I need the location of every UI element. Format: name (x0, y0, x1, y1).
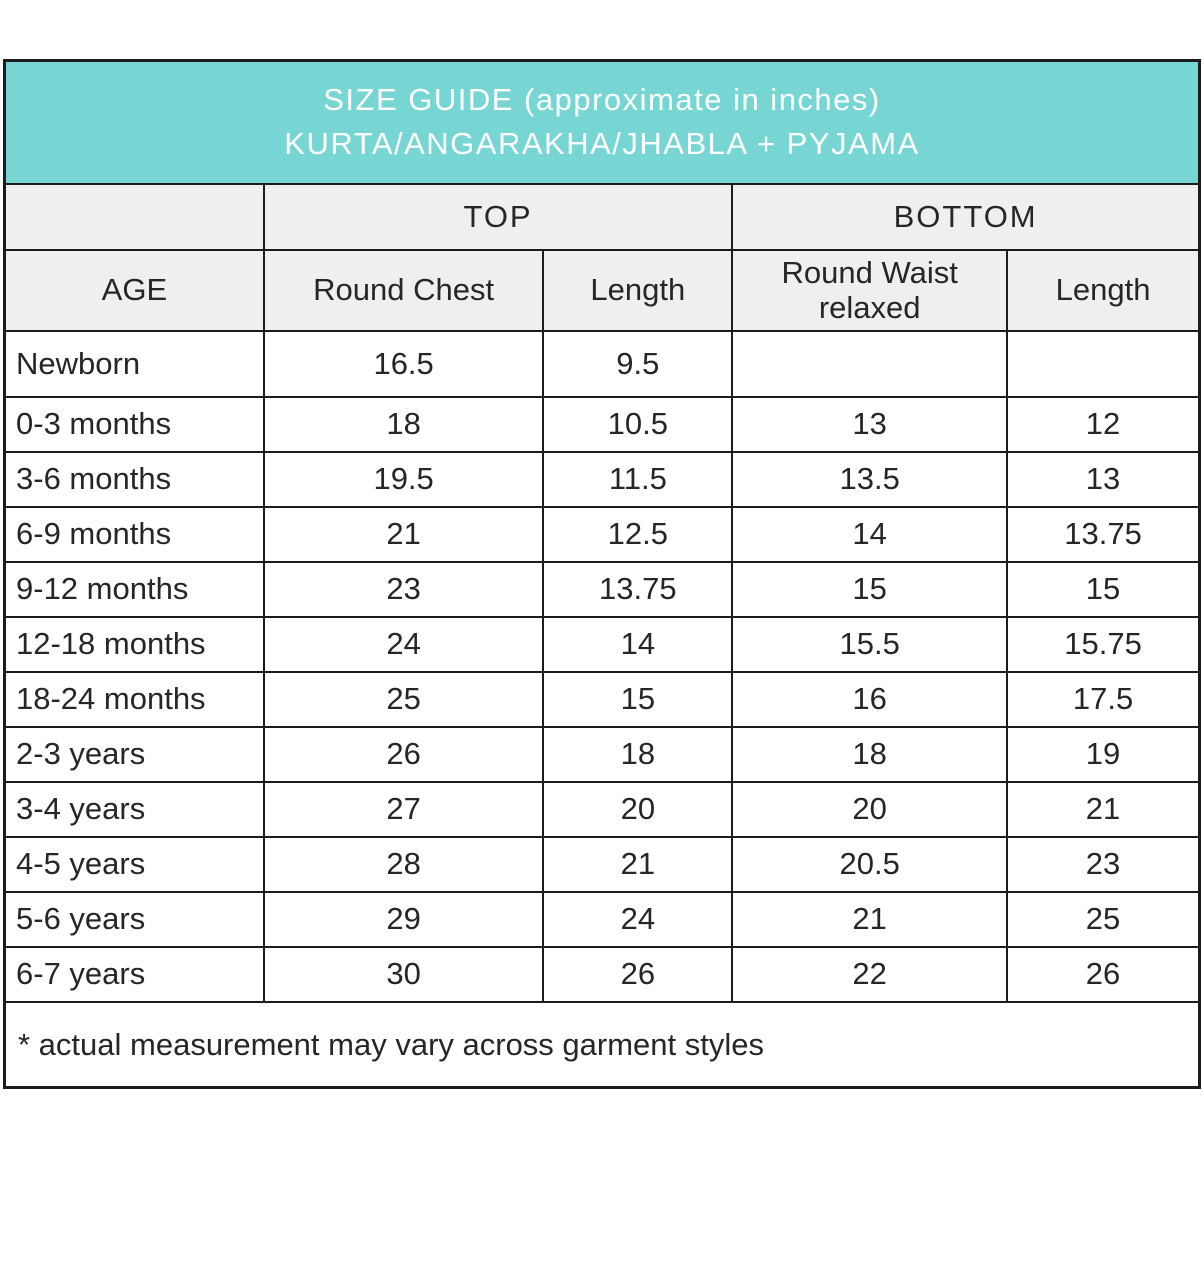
bottom-length-cell: 23 (1006, 835, 1201, 893)
group-header-top: TOP (262, 182, 734, 251)
table-row: 18-24 months 25 15 16 17.5 (3, 670, 1201, 728)
column-header-row: AGE Round Chest Length Round Waist relax… (3, 248, 1201, 332)
column-header-round-waist: Round Waist relaxed (731, 248, 1009, 332)
round-chest-cell: 25 (262, 670, 545, 728)
round-waist-cell: 13 (731, 395, 1009, 453)
top-length-cell: 18 (542, 725, 734, 783)
footnote-text: * actual measurement may vary across gar… (3, 1000, 1201, 1089)
round-waist-cell: 13.5 (731, 450, 1009, 508)
top-length-cell: 26 (542, 945, 734, 1003)
age-cell: 18-24 months (3, 670, 265, 728)
round-waist-cell: 20 (731, 780, 1009, 838)
round-waist-cell: 15 (731, 560, 1009, 618)
round-chest-cell: 27 (262, 780, 545, 838)
column-header-round-chest: Round Chest (262, 248, 545, 332)
top-length-cell: 10.5 (542, 395, 734, 453)
top-length-cell: 24 (542, 890, 734, 948)
round-waist-cell: 21 (731, 890, 1009, 948)
table-row: 6-9 months 21 12.5 14 13.75 (3, 505, 1201, 563)
round-chest-cell: 18 (262, 395, 545, 453)
bottom-length-cell: 17.5 (1006, 670, 1201, 728)
group-header-bottom: BOTTOM (731, 182, 1201, 251)
table-row: 5-6 years 29 24 21 25 (3, 890, 1201, 948)
round-waist-cell: 22 (731, 945, 1009, 1003)
age-cell: 6-9 months (3, 505, 265, 563)
round-chest-cell: 29 (262, 890, 545, 948)
bottom-length-cell (1006, 329, 1201, 398)
top-length-cell: 11.5 (542, 450, 734, 508)
age-cell: 9-12 months (3, 560, 265, 618)
size-guide-table: SIZE GUIDE (approximate in inches) KURTA… (3, 59, 1201, 1090)
bottom-length-cell: 25 (1006, 890, 1201, 948)
round-chest-cell: 21 (262, 505, 545, 563)
top-length-cell: 21 (542, 835, 734, 893)
column-header-bottom-length: Length (1006, 248, 1201, 332)
size-table-body: Newborn 16.5 9.5 0-3 months 18 10.5 13 12 3-6 mo… (3, 329, 1201, 1003)
top-length-cell: 13.75 (542, 560, 734, 618)
round-waist-cell: 15.5 (731, 615, 1009, 673)
top-length-cell: 12.5 (542, 505, 734, 563)
bottom-length-cell: 15 (1006, 560, 1201, 618)
top-length-cell: 15 (542, 670, 734, 728)
bottom-length-cell: 12 (1006, 395, 1201, 453)
table-row: 12-18 months 24 14 15.5 15.75 (3, 615, 1201, 673)
table-row: 9-12 months 23 13.75 15 15 (3, 560, 1201, 618)
bottom-length-cell: 13.75 (1006, 505, 1201, 563)
age-cell: 2-3 years (3, 725, 265, 783)
top-length-cell: 20 (542, 780, 734, 838)
age-cell: 3-6 months (3, 450, 265, 508)
round-waist-cell: 14 (731, 505, 1009, 563)
table-row: 3-6 months 19.5 11.5 13.5 13 (3, 450, 1201, 508)
round-chest-cell: 24 (262, 615, 545, 673)
table-row: Newborn 16.5 9.5 (3, 329, 1201, 398)
table-row: 3-4 years 27 20 20 21 (3, 780, 1201, 838)
bottom-length-cell: 13 (1006, 450, 1201, 508)
size-guide-title-line2: KURTA/ANGARAKHA/JHABLA + PYJAMA (284, 126, 920, 162)
group-header-spacer (3, 182, 265, 251)
bottom-length-cell: 26 (1006, 945, 1201, 1003)
bottom-length-cell: 19 (1006, 725, 1201, 783)
round-waist-cell: 16 (731, 670, 1009, 728)
round-chest-cell: 23 (262, 560, 545, 618)
round-chest-cell: 28 (262, 835, 545, 893)
footnote-row: * actual measurement may vary across gar… (3, 1000, 1201, 1089)
age-cell: 6-7 years (3, 945, 265, 1003)
age-cell: 4-5 years (3, 835, 265, 893)
age-cell: 12-18 months (3, 615, 265, 673)
table-row: 2-3 years 26 18 18 19 (3, 725, 1201, 783)
age-cell: Newborn (3, 329, 265, 398)
round-chest-cell: 30 (262, 945, 545, 1003)
title-row: SIZE GUIDE (approximate in inches) KURTA… (3, 59, 1201, 185)
column-header-age: AGE (3, 248, 265, 332)
bottom-length-cell: 15.75 (1006, 615, 1201, 673)
column-header-top-length: Length (542, 248, 734, 332)
round-chest-cell: 16.5 (262, 329, 545, 398)
table-row: 6-7 years 30 26 22 26 (3, 945, 1201, 1003)
round-waist-cell: 18 (731, 725, 1009, 783)
bottom-length-cell: 21 (1006, 780, 1201, 838)
age-cell: 0-3 months (3, 395, 265, 453)
size-guide-title-line1: SIZE GUIDE (approximate in inches) (323, 82, 881, 118)
size-guide: SIZE GUIDE (approximate in inches) KURTA… (3, 59, 1201, 1090)
top-length-cell: 14 (542, 615, 734, 673)
size-guide-title-band: SIZE GUIDE (approximate in inches) KURTA… (3, 59, 1201, 185)
round-waist-cell (731, 329, 1009, 398)
age-cell: 5-6 years (3, 890, 265, 948)
group-header-row: TOP BOTTOM (3, 182, 1201, 251)
round-chest-cell: 26 (262, 725, 545, 783)
top-length-cell: 9.5 (542, 329, 734, 398)
table-row: 0-3 months 18 10.5 13 12 (3, 395, 1201, 453)
round-chest-cell: 19.5 (262, 450, 545, 508)
table-row: 4-5 years 28 21 20.5 23 (3, 835, 1201, 893)
age-cell: 3-4 years (3, 780, 265, 838)
round-waist-cell: 20.5 (731, 835, 1009, 893)
